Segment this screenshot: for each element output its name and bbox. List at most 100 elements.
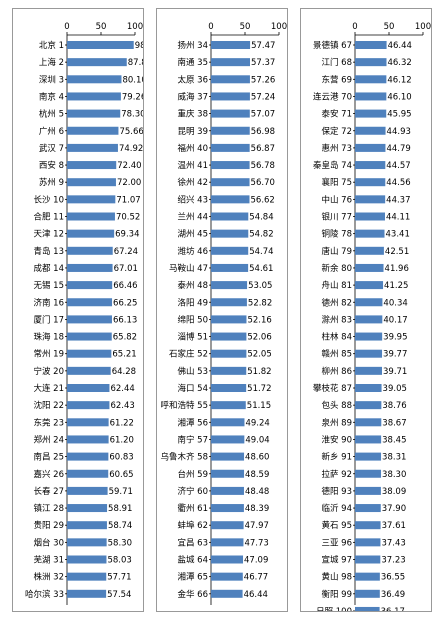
category-label: 马鞍山 47 — [169, 263, 208, 274]
category-label: 柱林 84 — [321, 332, 352, 343]
category-label: 徐州 42 — [177, 177, 208, 188]
bar — [211, 572, 243, 581]
x-tick-label: 0 — [352, 22, 357, 32]
value-label: 36.55 — [381, 573, 405, 583]
category-label: 郑州 24 — [33, 434, 64, 445]
value-label: 57.37 — [251, 58, 275, 68]
value-label: 60.83 — [109, 453, 133, 463]
category-label: 襄阳 75 — [321, 177, 352, 188]
x-tick-label: 100 — [127, 22, 143, 32]
value-label: 58.74 — [108, 521, 132, 531]
category-label: 淮安 90 — [321, 434, 352, 445]
bar — [67, 589, 107, 598]
category-label: 保定 72 — [321, 126, 352, 137]
value-label: 46.10 — [387, 92, 411, 102]
bar — [355, 401, 382, 410]
value-label: 46.44 — [388, 41, 412, 51]
value-label: 39.95 — [383, 333, 407, 343]
value-label: 48.39 — [245, 504, 269, 514]
category-label: 三亚 96 — [321, 538, 352, 548]
value-label: 52.82 — [248, 298, 272, 308]
category-label: 景德镇 67 — [313, 40, 352, 51]
value-label: 57.71 — [107, 573, 131, 583]
value-label: 66.25 — [113, 298, 137, 308]
value-label: 74.92 — [119, 144, 143, 154]
bar — [355, 109, 387, 118]
value-label: 65.21 — [112, 350, 136, 360]
value-label: 71.07 — [116, 195, 140, 205]
bar — [211, 589, 243, 598]
category-label: 兰州 44 — [177, 212, 208, 223]
value-label: 57.54 — [107, 590, 131, 600]
category-label: 台州 59 — [177, 469, 208, 480]
bar — [355, 75, 387, 84]
bar — [211, 143, 250, 152]
chart-panel-3: 0 50 100 景德镇 67 46.44 江门 68 46.32 东营 69 46.12 连云港… — [300, 8, 432, 612]
category-label: 杭州 5 — [39, 109, 64, 120]
chart-panel-1: 0 50 100 北京 1 98.14 上海 2 87.89 深圳 3 80.10 南京 4 79.… — [12, 8, 144, 612]
category-label: 金华 66 — [177, 589, 208, 600]
value-label: 98.14 — [135, 41, 143, 51]
value-label: 51.72 — [247, 384, 271, 394]
bar — [67, 281, 113, 290]
category-label: 洛阳 49 — [177, 297, 208, 308]
category-label: 南宁 57 — [177, 434, 208, 445]
value-label: 39.77 — [383, 350, 407, 360]
value-label: 46.44 — [244, 590, 268, 600]
value-label: 72.40 — [117, 161, 141, 171]
x-tick-label: 100 — [271, 22, 287, 32]
value-label: 64.28 — [112, 367, 136, 377]
category-label: 天津 12 — [33, 229, 64, 240]
category-label: 舟山 81 — [321, 280, 352, 291]
value-label: 41.96 — [385, 264, 409, 274]
bar — [67, 435, 109, 444]
x-tick-label: 0 — [208, 22, 213, 32]
value-label: 48.60 — [245, 453, 269, 463]
category-label: 南昌 25 — [33, 452, 64, 463]
category-label: 铜陵 78 — [321, 229, 352, 240]
bar — [67, 212, 115, 221]
value-label: 67.24 — [114, 247, 138, 257]
category-label: 烟台 30 — [33, 537, 64, 548]
bar — [211, 41, 251, 49]
chart-panel-2: 0 50 100 扬州 34 57.47 南通 35 57.37 太原 36 57.26 威海 3… — [156, 8, 288, 612]
category-label: 深圳 3 — [39, 74, 64, 85]
bar — [67, 332, 112, 341]
category-label: 黄石 95 — [321, 520, 352, 531]
value-label: 56.98 — [251, 127, 275, 137]
bar — [67, 521, 107, 530]
bar — [67, 195, 116, 204]
category-label: 哈尔滨 33 — [25, 589, 64, 600]
category-label: 新余 80 — [321, 263, 352, 274]
bar — [355, 332, 383, 341]
category-label: 连云港 70 — [313, 91, 352, 102]
value-label: 44.56 — [386, 178, 410, 188]
category-label: 长沙 10 — [33, 194, 64, 205]
bar — [211, 435, 245, 444]
value-label: 48.59 — [245, 470, 269, 480]
value-label: 57.26 — [251, 75, 275, 85]
category-label: 宜昌 63 — [177, 537, 208, 548]
category-label: 武汉 7 — [39, 143, 64, 154]
value-label: 49.24 — [245, 418, 269, 428]
value-label: 44.57 — [386, 161, 410, 171]
category-label: 福州 40 — [177, 143, 208, 154]
category-label: 秦皇岛 74 — [313, 160, 352, 171]
value-label: 57.07 — [251, 110, 275, 120]
value-label: 44.11 — [386, 213, 410, 223]
category-label: 江门 68 — [321, 57, 352, 68]
category-label: 株洲 32 — [33, 572, 64, 583]
bar — [211, 366, 247, 375]
bar — [355, 161, 386, 170]
bar — [355, 92, 387, 101]
value-label: 58.91 — [108, 504, 132, 514]
bar — [211, 161, 250, 170]
value-label: 37.23 — [381, 556, 405, 566]
value-label: 62.43 — [110, 401, 134, 411]
category-label: 镇江 28 — [33, 503, 64, 514]
value-label: 36.49 — [381, 590, 405, 600]
value-label: 51.15 — [247, 401, 271, 411]
category-label: 日照 100 — [316, 607, 352, 611]
bar — [355, 298, 383, 307]
category-label: 南京 4 — [39, 91, 64, 102]
